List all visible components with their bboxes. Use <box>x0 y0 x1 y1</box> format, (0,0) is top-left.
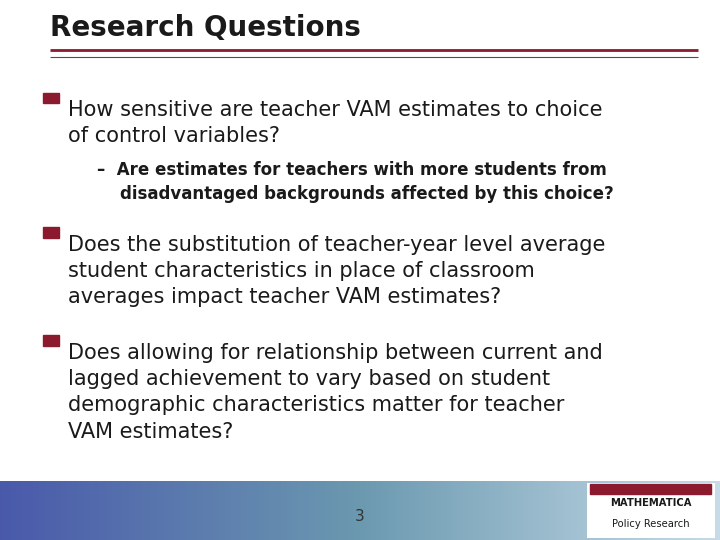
Bar <box>43 335 59 346</box>
Text: Does allowing for relationship between current and
lagged achievement to vary ba: Does allowing for relationship between c… <box>68 343 603 442</box>
Text: –  Are estimates for teachers with more students from
    disadvantaged backgrou: – Are estimates for teachers with more s… <box>97 161 614 202</box>
Bar <box>590 484 711 494</box>
Bar <box>587 483 715 538</box>
Text: MATHEMATICA: MATHEMATICA <box>610 498 692 509</box>
Text: Policy Research: Policy Research <box>612 519 690 529</box>
Text: Does the substitution of teacher-year level average
student characteristics in p: Does the substitution of teacher-year le… <box>68 234 606 307</box>
Text: 3: 3 <box>355 509 365 524</box>
Bar <box>43 93 59 103</box>
Text: Research Questions: Research Questions <box>50 15 361 43</box>
Bar <box>43 227 59 238</box>
Text: How sensitive are teacher VAM estimates to choice
of control variables?: How sensitive are teacher VAM estimates … <box>68 100 603 146</box>
